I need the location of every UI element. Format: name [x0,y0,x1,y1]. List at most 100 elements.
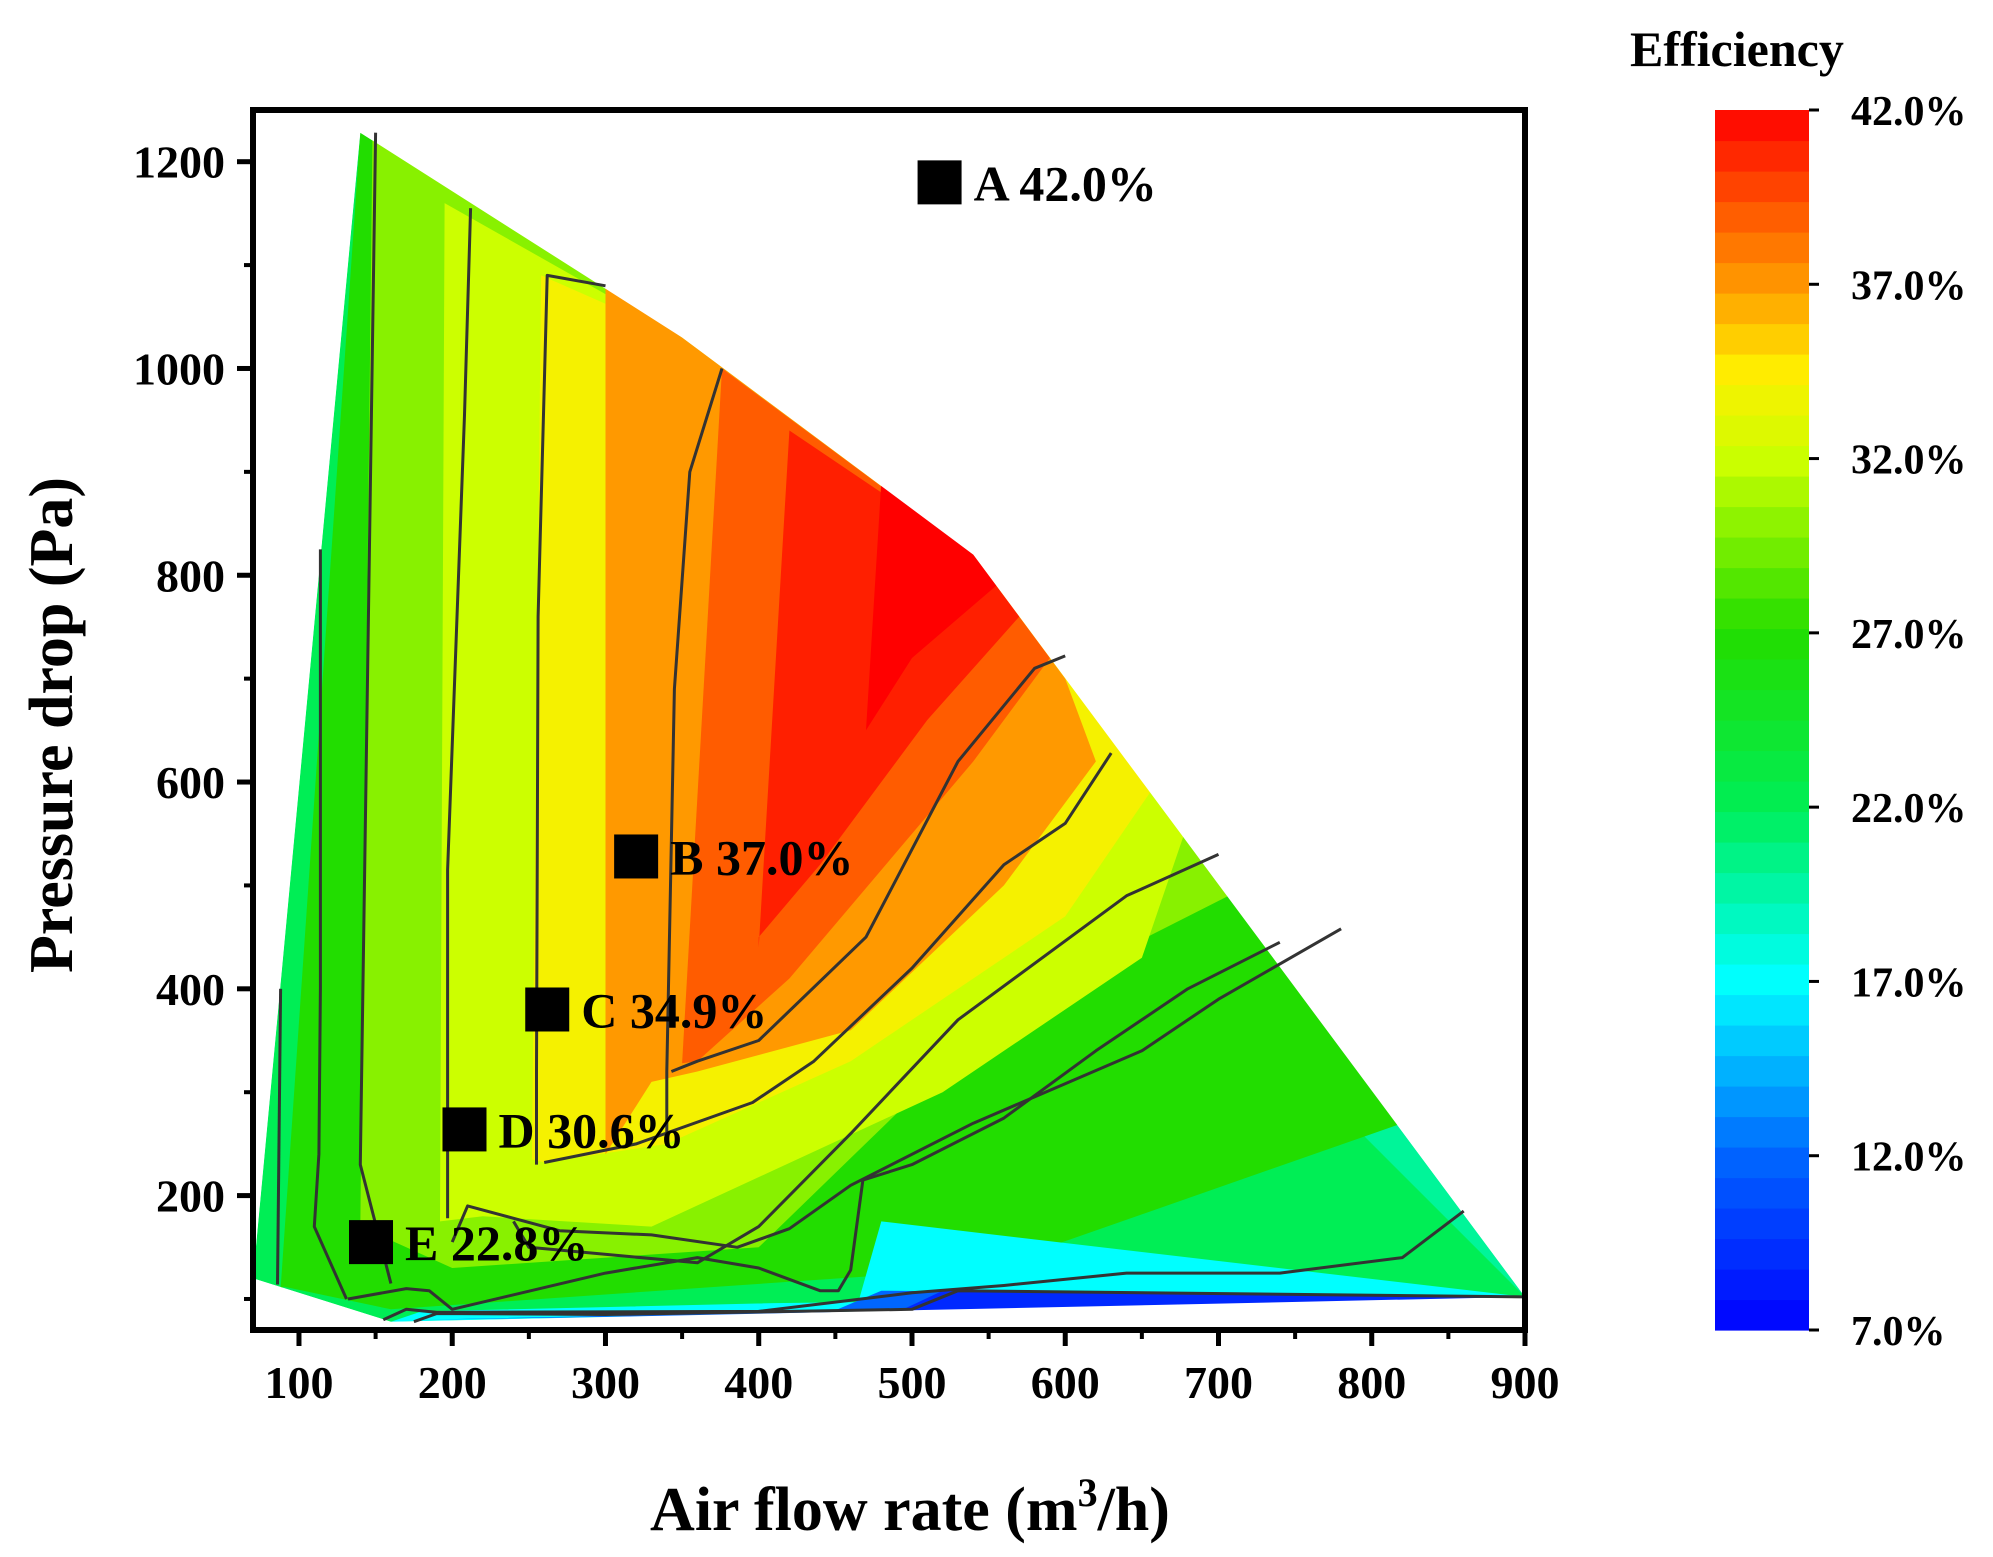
colorbar-band [1715,842,1809,874]
colorbar-band [1715,384,1809,416]
colorbar-band [1715,415,1809,447]
colorbar-band [1715,1147,1809,1179]
contour-line-10 [670,654,1066,1073]
colorbar-band [1715,1299,1809,1331]
colorbar-band [1715,750,1809,782]
colorbar-band [1715,171,1809,203]
colorbar-band [1715,537,1809,569]
marked-points: A 42.0% B 37.0% C 34.9% D 30.6% E 22.8% [349,155,1157,1271]
colorbar-band [1715,567,1809,599]
colorbar-band [1715,1238,1809,1270]
x-tick-label: 600 [1031,1357,1100,1408]
y-tick-label: 600 [156,757,225,808]
colorbar-bands [1715,110,1809,1331]
point-marker-4 [349,1220,394,1265]
colorbar-band [1715,1177,1809,1209]
y-axis-title: Pressure drop (Pa) [18,477,86,973]
colorbar-labels: 42.0% 37.0% 32.0% 27.0% 22.0% 17.0% 12.0% 7.0% [1809,89,1967,1355]
colorbar-band [1715,628,1809,660]
colorbar-band [1715,354,1809,386]
x-tick-label: 200 [418,1357,487,1408]
colorbar-band [1715,476,1809,508]
colorbar-band [1715,659,1809,691]
contour-line-9 [665,368,724,1146]
colorbar-band [1715,1208,1809,1240]
colorbar-title: Efficiency [1630,21,1844,77]
colorbar-band [1715,445,1809,477]
plot-frame [250,107,1528,1333]
colorbar-band [1715,994,1809,1026]
colorbar-band [1715,293,1809,325]
point-label-4: E 22.8% [405,1215,588,1271]
colorbar-band [1715,1269,1809,1301]
x-tick-label: 800 [1337,1357,1406,1408]
colorbar-band [1715,1116,1809,1148]
x-axis: 100 200 300 400 500 600 700 800 900 [264,1330,1560,1408]
x-tick-label: 500 [877,1357,946,1408]
x-axis-title: Air flow rate (m3/h) [650,1470,1170,1544]
contour-line-4 [450,927,1342,1249]
contour-band-8 [866,482,997,731]
x-tick-label: 700 [1184,1357,1253,1408]
colorbar-band [1715,811,1809,843]
colorbar-band [1715,323,1809,355]
colorbar-band [1715,1086,1809,1118]
point-marker-1 [614,834,659,879]
point-marker-0 [917,160,962,205]
contour-line-layer [276,132,1525,1324]
y-tick-label: 1200 [133,137,225,188]
colorbar-band [1715,110,1809,142]
colorbar-band [1715,872,1809,904]
colorbar-band [1715,140,1809,172]
colorbar: Efficiency 42.0% 37.0% 32.0% 27.0% 22.0% 17.0… [1630,21,1967,1355]
colorbar-tick-label: 32.0% [1851,438,1967,484]
point-label-3: D 30.6% [498,1102,684,1158]
y-tick-label: 1000 [133,343,225,394]
contour-fill-layer [253,110,1525,1330]
point-marker-2 [525,987,570,1032]
colorbar-tick-label: 17.0% [1851,960,1967,1006]
contour-line-2 [347,940,1281,1311]
point-label-0: A 42.0% [974,155,1157,211]
colorbar-band [1715,506,1809,538]
x-tick-label: 100 [264,1357,333,1408]
colorbar-band [1715,720,1809,752]
colorbar-band [1715,689,1809,721]
contour-line-12 [413,1289,1525,1324]
colorbar-tick-label: 22.0% [1851,786,1967,832]
colorbar-band [1715,781,1809,813]
colorbar-band [1715,598,1809,630]
colorbar-band [1715,1025,1809,1057]
colorbar-tick-label: 27.0% [1851,612,1967,658]
contour-line-0 [276,988,283,1285]
colorbar-band [1715,232,1809,264]
contour-line-11 [382,1209,1465,1322]
colorbar-tick-label: 12.0% [1851,1135,1967,1181]
contour-line-7 [535,273,606,1165]
contour-line-1 [312,549,348,1300]
point-label-2: C 34.9% [581,982,767,1038]
colorbar-band [1715,201,1809,233]
contour-line-8 [543,752,1113,1164]
colorbar-tick-label: 37.0% [1851,263,1967,309]
colorbar-band [1715,262,1809,294]
colorbar-band [1715,933,1809,965]
y-tick-label: 800 [156,550,225,601]
x-tick-label: 300 [571,1357,640,1408]
x-tick-label: 400 [724,1357,793,1408]
x-tick-label: 900 [1491,1357,1560,1408]
colorbar-band [1715,1055,1809,1087]
contour-line-5 [446,208,473,1219]
colorbar-band [1715,903,1809,935]
point-marker-3 [442,1107,487,1152]
colorbar-band [1715,964,1809,996]
y-axis: 200 400 600 800 1000 1200 [133,137,253,1301]
colorbar-tick-label: 7.0% [1851,1309,1946,1355]
colorbar-tick-label: 42.0% [1851,89,1967,135]
y-tick-label: 200 [156,1171,225,1222]
contour-line-6 [512,853,1220,1265]
point-label-1: B 37.0% [670,829,853,885]
outside-domain-mask [253,110,1525,1330]
y-tick-label: 400 [156,964,225,1015]
